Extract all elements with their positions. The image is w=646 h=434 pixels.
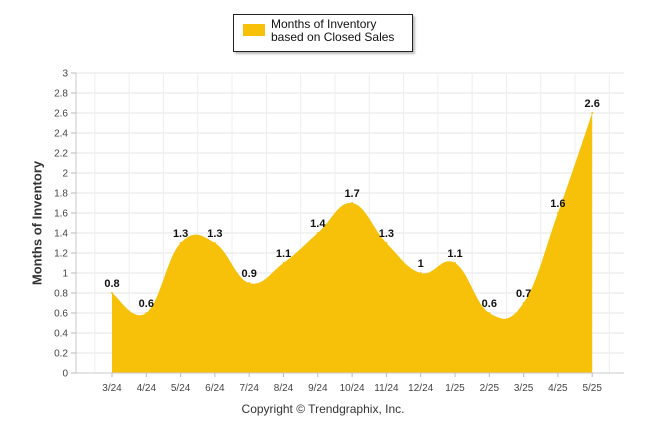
x-tick-label: 7/24 bbox=[239, 383, 259, 394]
y-axis-title: Months of Inventory bbox=[29, 160, 45, 286]
data-label: 0.6 bbox=[482, 298, 497, 310]
x-tick-label: 4/24 bbox=[137, 383, 157, 394]
x-tick-label: 5/24 bbox=[171, 383, 191, 394]
y-tick-label: 0.8 bbox=[54, 289, 68, 300]
y-tick-label: 2.6 bbox=[54, 109, 68, 120]
plot-area bbox=[111, 112, 594, 373]
data-label: 1.3 bbox=[379, 228, 394, 240]
data-label: 1.6 bbox=[550, 198, 565, 210]
data-label: 0.7 bbox=[516, 288, 531, 300]
series-area bbox=[112, 113, 593, 373]
x-tick-label: 5/25 bbox=[582, 383, 602, 394]
copyright-footer: Copyright © Trendgraphix, Inc. bbox=[241, 402, 405, 416]
y-tick-label: 0.2 bbox=[54, 349, 68, 360]
data-label: 1.4 bbox=[310, 218, 326, 230]
data-point bbox=[556, 212, 559, 214]
x-tick-label: 9/24 bbox=[308, 383, 328, 394]
data-label: 1.3 bbox=[173, 228, 188, 240]
x-tick-label: 6/24 bbox=[205, 383, 225, 394]
y-tick-label: 2.2 bbox=[54, 149, 68, 160]
data-point bbox=[419, 272, 422, 274]
data-label: 0.8 bbox=[104, 278, 119, 290]
data-label: 1.1 bbox=[276, 248, 291, 260]
y-tick-label: 3 bbox=[62, 69, 68, 80]
data-point bbox=[351, 202, 354, 204]
x-tick-label: 1/25 bbox=[445, 383, 465, 394]
y-tick-label: 0.4 bbox=[54, 329, 68, 340]
legend-swatch bbox=[243, 24, 265, 36]
x-tick-label: 3/25 bbox=[514, 383, 534, 394]
y-tick-label: 1.6 bbox=[54, 209, 68, 220]
x-tick-label: 8/24 bbox=[274, 383, 294, 394]
y-tick-label: 0.6 bbox=[54, 309, 68, 320]
x-tick-label: 10/24 bbox=[340, 383, 365, 394]
data-label: 0.6 bbox=[139, 298, 154, 310]
data-point bbox=[248, 282, 251, 284]
x-tick-label: 4/25 bbox=[548, 383, 568, 394]
data-point bbox=[282, 262, 285, 264]
data-point bbox=[316, 232, 319, 234]
data-point bbox=[145, 312, 148, 314]
x-tick-label: 11/24 bbox=[374, 383, 399, 394]
data-point bbox=[488, 312, 491, 314]
x-tick-label: 2/25 bbox=[480, 383, 500, 394]
data-labels: 0.8 0.6 1.3 1.3 0.9 1.1 1.4 1.7 1.3 1 1.1 0.6 0.7 1.6… bbox=[104, 98, 599, 310]
data-label: 1.3 bbox=[207, 228, 222, 240]
data-label: 1.1 bbox=[447, 248, 462, 260]
x-tick-label: 3/24 bbox=[102, 383, 122, 394]
data-label: 1.7 bbox=[344, 188, 359, 200]
data-point bbox=[454, 262, 456, 264]
data-point bbox=[522, 302, 525, 304]
y-tick-label: 0 bbox=[62, 369, 68, 380]
y-tick-label: 1 bbox=[62, 269, 68, 280]
y-axis: 0 0.2 0.4 0.6 0.8 1 1.2 1.4 1.6 1.8 2 2.2 2.4 2.6 2.8 3 bbox=[54, 69, 77, 380]
data-label: 1 bbox=[418, 258, 424, 270]
legend-label: Months of Inventory based on Closed Sale… bbox=[271, 17, 395, 44]
y-tick-label: 1.4 bbox=[54, 229, 68, 240]
legend: Months of Inventory based on Closed Sale… bbox=[233, 14, 413, 52]
x-tick-label: 12/24 bbox=[408, 383, 433, 394]
y-tick-label: 1.2 bbox=[54, 249, 68, 260]
data-point bbox=[213, 242, 216, 244]
data-point bbox=[385, 242, 388, 244]
x-axis: 3/24 4/24 5/24 6/24 7/24 8/24 9/24 10/24 11/24 12… bbox=[76, 372, 624, 394]
y-tick-label: 2 bbox=[62, 169, 68, 180]
data-label: 0.9 bbox=[242, 268, 257, 280]
y-tick-label: 1.8 bbox=[54, 189, 68, 200]
y-tick-label: 2.8 bbox=[54, 89, 68, 100]
data-point bbox=[591, 112, 594, 114]
data-point bbox=[111, 292, 113, 294]
data-label: 2.6 bbox=[585, 98, 600, 110]
data-point bbox=[179, 242, 182, 244]
y-tick-label: 2.4 bbox=[54, 129, 68, 140]
